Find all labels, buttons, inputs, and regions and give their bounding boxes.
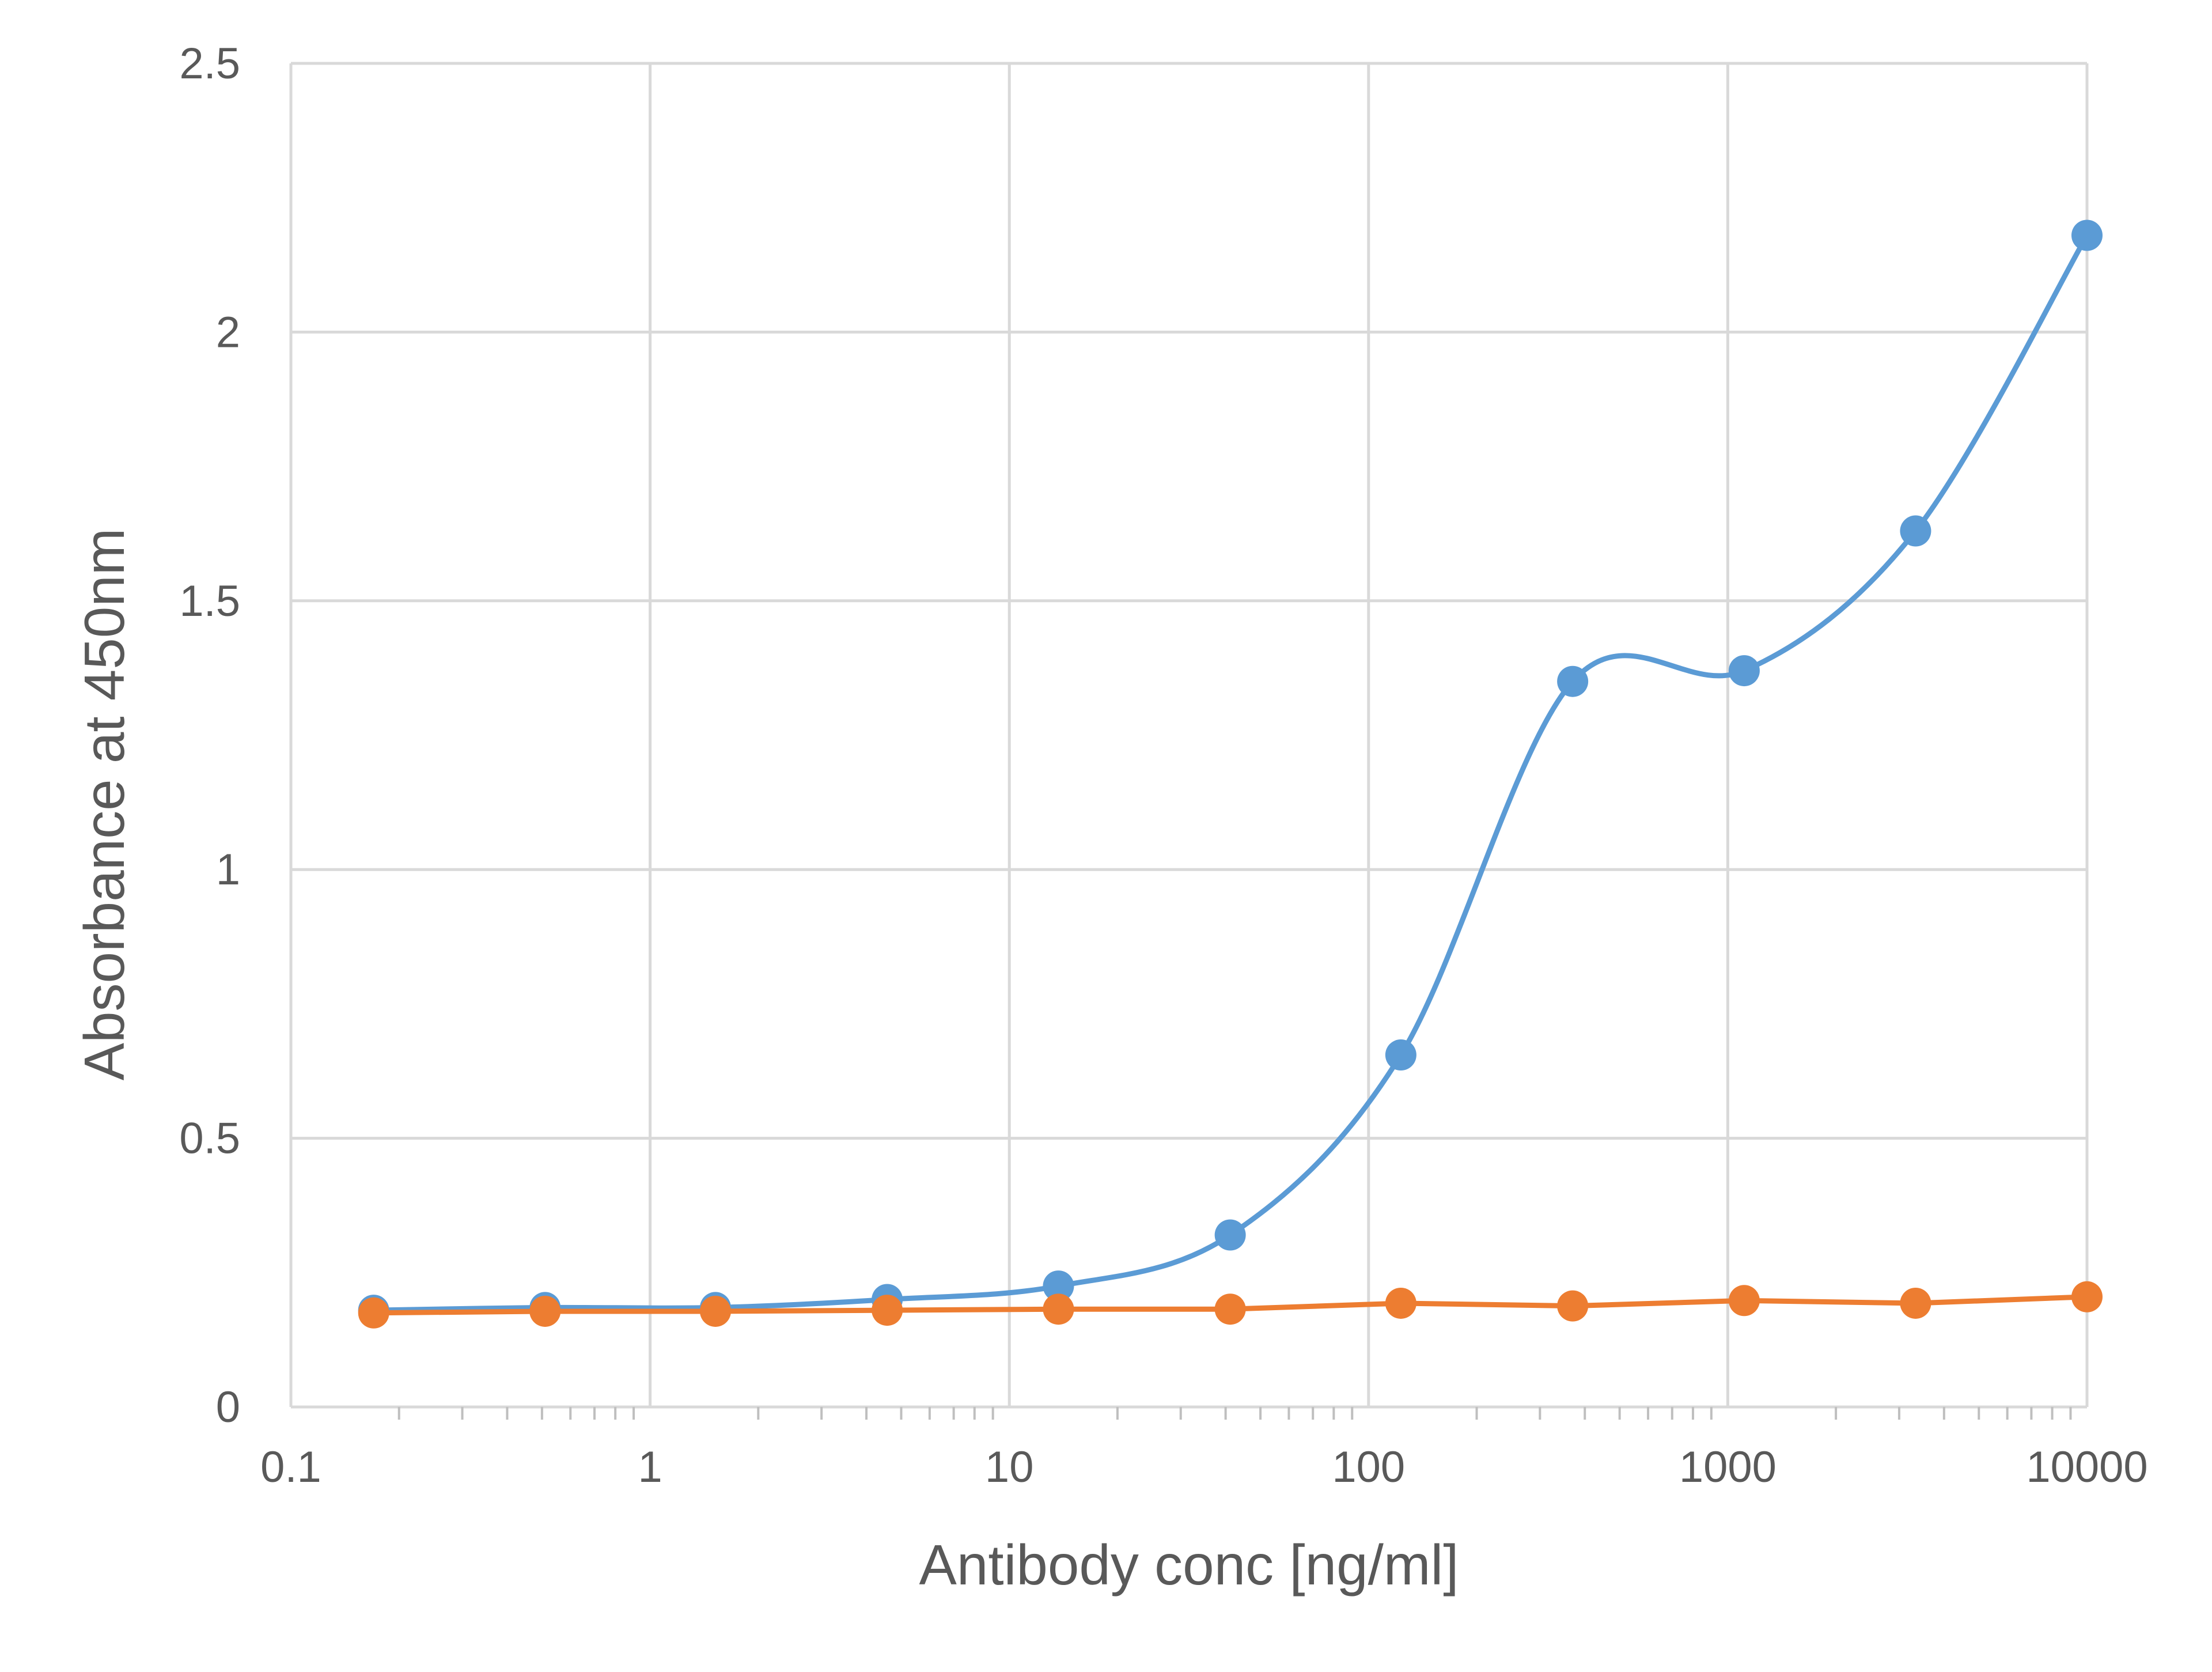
x-tick-label: 10000 <box>2026 1443 2147 1492</box>
y-tick-label: 2 <box>216 308 240 357</box>
series-1-point <box>1385 1039 1416 1071</box>
series-2-point <box>1728 1285 1760 1317</box>
y-tick-label: 2.5 <box>179 39 240 88</box>
series-1-point <box>1900 515 1931 547</box>
y-tick-label: 0.5 <box>179 1114 240 1163</box>
y-tick-label: 1.5 <box>179 577 240 626</box>
series-2-point <box>1900 1287 1931 1319</box>
series-1-point <box>1728 655 1760 687</box>
series-2-point <box>1557 1290 1589 1322</box>
series-2-point <box>699 1295 731 1327</box>
x-minor-ticks <box>397 1407 2072 1420</box>
y-tick-label: 0 <box>216 1383 240 1432</box>
series-1-point <box>1214 1219 1246 1251</box>
y-axis-title: Absorbance at 450nm <box>73 528 136 1081</box>
series-group <box>358 220 2103 1329</box>
series-2-point <box>1214 1293 1246 1325</box>
series-2-point <box>1385 1287 1416 1319</box>
x-tick-label: 1000 <box>1679 1443 1777 1492</box>
series-1-point <box>2071 220 2103 251</box>
series-1-line <box>371 232 2090 1313</box>
series-1-point <box>1557 665 1589 697</box>
series-2-point <box>358 1297 389 1329</box>
series-2-point <box>1043 1293 1074 1325</box>
series-2 <box>358 1281 2103 1329</box>
x-axis-title: Antibody conc [ng/ml] <box>919 1533 1459 1597</box>
grid <box>289 62 2089 1409</box>
y-tick-label: 1 <box>216 845 240 894</box>
series-2-point <box>2071 1281 2103 1312</box>
series-1-point <box>1043 1270 1074 1302</box>
series-2-point <box>872 1295 903 1326</box>
tick-labels: 0 0.5 1 1.5 2 2.5 0.1 1 10 100 1000 10000 <box>179 39 2147 1492</box>
x-tick-label: 0.1 <box>260 1443 321 1492</box>
series-1 <box>358 220 2103 1326</box>
series-2-point <box>529 1295 561 1327</box>
x-tick-label: 1 <box>638 1443 662 1492</box>
x-tick-label: 100 <box>1332 1443 1405 1492</box>
x-tick-label: 10 <box>985 1443 1034 1492</box>
